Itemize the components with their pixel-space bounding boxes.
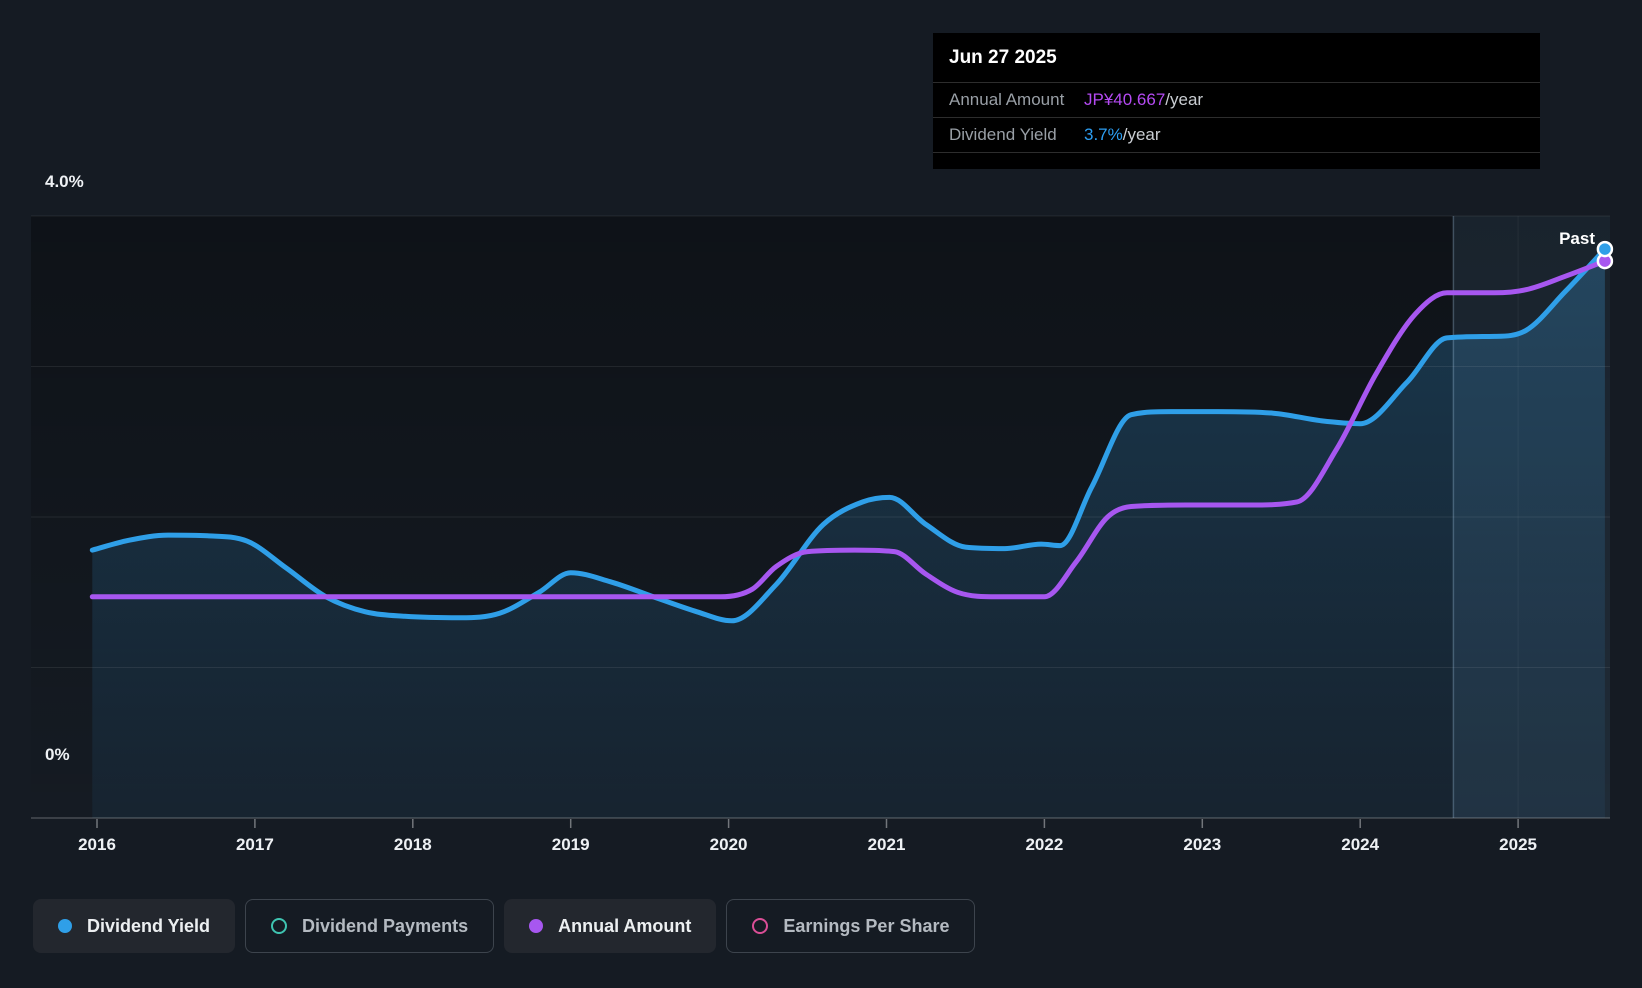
tooltip-row-dividend-yield: Dividend Yield 3.7%/year: [933, 118, 1540, 153]
tooltip-row-annual-amount: Annual Amount JP¥40.667/year: [933, 83, 1540, 118]
x-axis-label-2016: 2016: [78, 835, 116, 854]
x-axis-label-2018: 2018: [393, 835, 432, 854]
tooltip-row-label: Annual Amount: [949, 90, 1065, 109]
x-axis-label-2017: 2017: [235, 835, 274, 854]
legend-marker-ring: [271, 918, 288, 934]
legend-marker-dot: [529, 919, 544, 933]
legend-item-label: Dividend Payments: [302, 915, 469, 936]
x-axis-label-2024: 2024: [1341, 835, 1380, 854]
legend-item-label: Earnings Per Share: [783, 915, 950, 936]
x-axis-label-2025: 2025: [1499, 835, 1538, 854]
x-axis-label-2023: 2023: [1183, 835, 1222, 854]
legend-marker-ring: [752, 918, 769, 934]
legend-item-label: Annual Amount: [558, 915, 692, 936]
x-axis-label-2022: 2022: [1025, 835, 1064, 854]
annual-amount-line: [89, 258, 1608, 600]
legend-item-dividend-yield[interactable]: Dividend Yield: [33, 899, 236, 953]
tooltip-row-value: JP¥40.667: [1084, 90, 1166, 109]
dividend-yield-area: [92, 249, 1605, 819]
tooltip-row-suffix: /year: [1122, 125, 1161, 144]
x-axis-label-2021: 2021: [867, 835, 906, 854]
chart-legend: Dividend Yield Dividend Payments Annual Am…: [33, 899, 976, 953]
x-axis-label-2019: 2019: [551, 835, 590, 854]
tooltip-row-label: Dividend Yield: [949, 125, 1057, 144]
past-region-overlay: [1453, 216, 1610, 818]
tooltip-row-value: 3.7%: [1084, 125, 1123, 144]
legend-item-earnings-per-share[interactable]: Earnings Per Share: [726, 899, 976, 953]
legend-item-label: Dividend Yield: [87, 915, 211, 936]
chart-tooltip: Jun 27 2025 Annual Amount JP¥40.667/year D…: [933, 33, 1540, 169]
legend-marker-dot: [58, 919, 72, 933]
y-axis-label-max: 4.0%: [45, 172, 84, 191]
tooltip-date: Jun 27 2025: [933, 33, 1540, 83]
dividend-yield-end-marker[interactable]: [1596, 240, 1614, 258]
past-region-label: Past: [1559, 229, 1595, 248]
legend-item-annual-amount[interactable]: Annual Amount: [504, 899, 717, 953]
y-axis-label-min: 0%: [45, 745, 70, 764]
tooltip-row-suffix: /year: [1165, 90, 1204, 109]
legend-item-dividend-payments[interactable]: Dividend Payments: [245, 899, 495, 953]
x-axis-label-2020: 2020: [709, 835, 748, 854]
